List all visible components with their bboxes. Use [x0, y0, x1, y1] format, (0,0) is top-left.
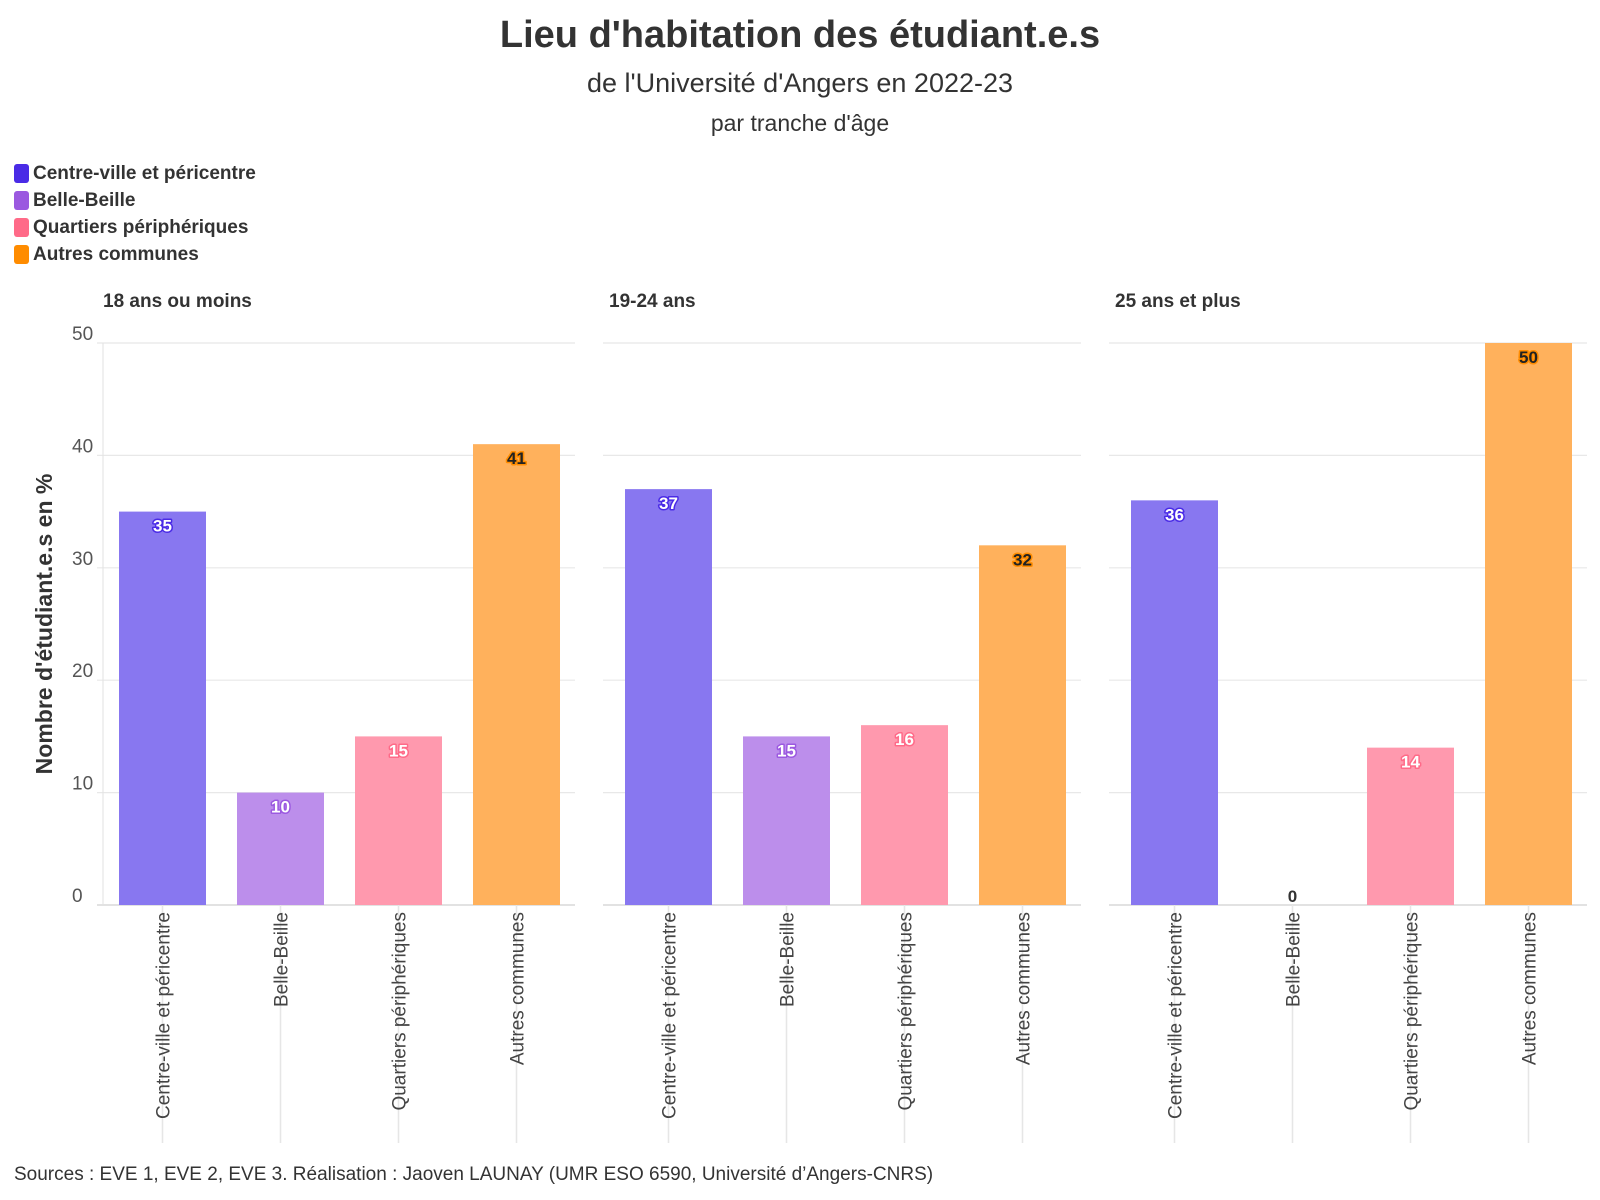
y-axis-title: Nombre d'étudiant.e.s en %: [31, 474, 57, 775]
chart-subsubtitle: par tranche d'âge: [710, 110, 890, 136]
bar: [625, 489, 712, 905]
bar: [743, 736, 830, 905]
bar: [1131, 500, 1218, 905]
bar: [237, 792, 324, 905]
legend-item-quartiers: Quartiers périphériques: [14, 214, 256, 241]
legend-label: Quartiers périphériques: [33, 216, 249, 238]
chart-title: Lieu d'habitation des étudiant.e.s: [499, 14, 1101, 56]
bar-value-label: 16: [895, 730, 914, 749]
bar: [1485, 343, 1572, 905]
legend-label: Belle-Beille: [33, 189, 136, 211]
bar-value-label: 15: [777, 741, 796, 760]
x-category-label: Centre-ville et péricentre: [1166, 912, 1187, 1119]
legend-label: Autres communes: [33, 243, 199, 265]
legend-item-centre-ville: Centre-ville et péricentre: [14, 160, 256, 187]
facet-title: 25 ans et plus: [1115, 291, 1241, 312]
x-category-label: Autres communes: [508, 912, 529, 1065]
legend-label: Centre-ville et péricentre: [33, 162, 256, 184]
bar-value-label: 15: [389, 741, 408, 760]
y-tick-label: 0: [72, 886, 83, 907]
x-category-label: Belle-Beille: [272, 912, 293, 1007]
x-category-label: Autres communes: [1014, 912, 1035, 1065]
bar-value-label: 50: [1519, 348, 1538, 367]
chart-subtitle: de l'Université d'Angers en 2022-23: [586, 68, 1014, 98]
legend-item-autres: Autres communes: [14, 241, 256, 268]
y-tick-label: 40: [72, 436, 93, 457]
legend: Centre-ville et péricentre Belle-Beille …: [14, 160, 256, 268]
bar: [473, 444, 560, 905]
facet-title: 19-24 ans: [609, 291, 696, 312]
bar: [355, 736, 442, 905]
facet-title: 18 ans ou moins: [103, 291, 252, 312]
bar: [979, 545, 1066, 905]
legend-swatch: [14, 218, 29, 237]
x-category-label: Quartiers périphériques: [896, 912, 917, 1111]
x-category-label: Centre-ville et péricentre: [660, 912, 681, 1119]
legend-swatch: [14, 164, 29, 183]
bar-value-label: 35: [153, 517, 172, 536]
bar-value-label: 41: [507, 449, 526, 468]
x-category-label: Quartiers périphériques: [1402, 912, 1423, 1111]
bar-value-label: 32: [1013, 550, 1032, 569]
x-category-label: Belle-Beille: [778, 912, 799, 1007]
bar: [1367, 747, 1454, 905]
legend-swatch: [14, 191, 29, 210]
bar-value-label: 14: [1401, 753, 1420, 772]
legend-swatch: [14, 245, 29, 264]
x-category-label: Centre-ville et péricentre: [154, 912, 175, 1119]
x-category-label: Quartiers périphériques: [390, 912, 411, 1111]
x-category-label: Autres communes: [1520, 912, 1541, 1065]
bar-value-label: 36: [1165, 505, 1184, 524]
x-category-label: Belle-Beille: [1284, 912, 1305, 1007]
y-tick-label: 20: [72, 661, 93, 682]
y-tick-label: 10: [72, 774, 93, 795]
bar-value-label: 37: [659, 494, 678, 513]
bar-value-label: 0: [1288, 887, 1297, 906]
bar: [861, 725, 948, 905]
source-note: Sources : EVE 1, EVE 2, EVE 3. Réalisati…: [14, 1164, 934, 1185]
y-tick-label: 30: [72, 549, 93, 570]
legend-item-belle-beille: Belle-Beille: [14, 187, 256, 214]
y-tick-label: 50: [72, 324, 93, 345]
bar-value-label: 10: [271, 798, 290, 817]
bar: [119, 511, 206, 905]
